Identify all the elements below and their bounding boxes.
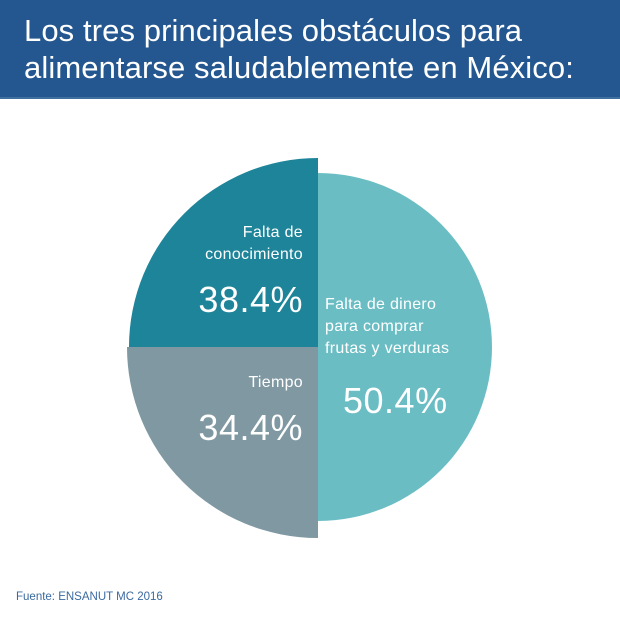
slice-falta-de-dinero [318, 173, 492, 521]
slice-label-dinero-line1: Falta de dinero [325, 296, 437, 313]
chart-title: Los tres principales obstáculos para ali… [24, 12, 574, 86]
title-line-2: alimentarse saludablemente en México: [24, 50, 574, 85]
slice-value-dinero: 50.4% [343, 380, 448, 421]
source-note: Fuente: ENSANUT MC 2016 [16, 591, 163, 603]
slice-value-tiempo: 34.4% [198, 407, 303, 448]
slice-label-conocimiento-line2: conocimiento [205, 246, 303, 263]
title-line-1: Los tres principales obstáculos para [24, 13, 523, 48]
slice-label-dinero-line2: para comprar [325, 318, 424, 335]
slice-value-conocimiento: 38.4% [198, 279, 303, 320]
slice-label-conocimiento-line1: Falta de [242, 224, 303, 241]
slice-tiempo [127, 347, 318, 538]
header-banner: Los tres principales obstáculos para ali… [0, 0, 620, 99]
slice-label-dinero-line3: frutas y verduras [325, 340, 450, 357]
slice-label-tiempo: Tiempo [248, 374, 303, 391]
slice-falta-de-conocimiento [129, 158, 318, 347]
